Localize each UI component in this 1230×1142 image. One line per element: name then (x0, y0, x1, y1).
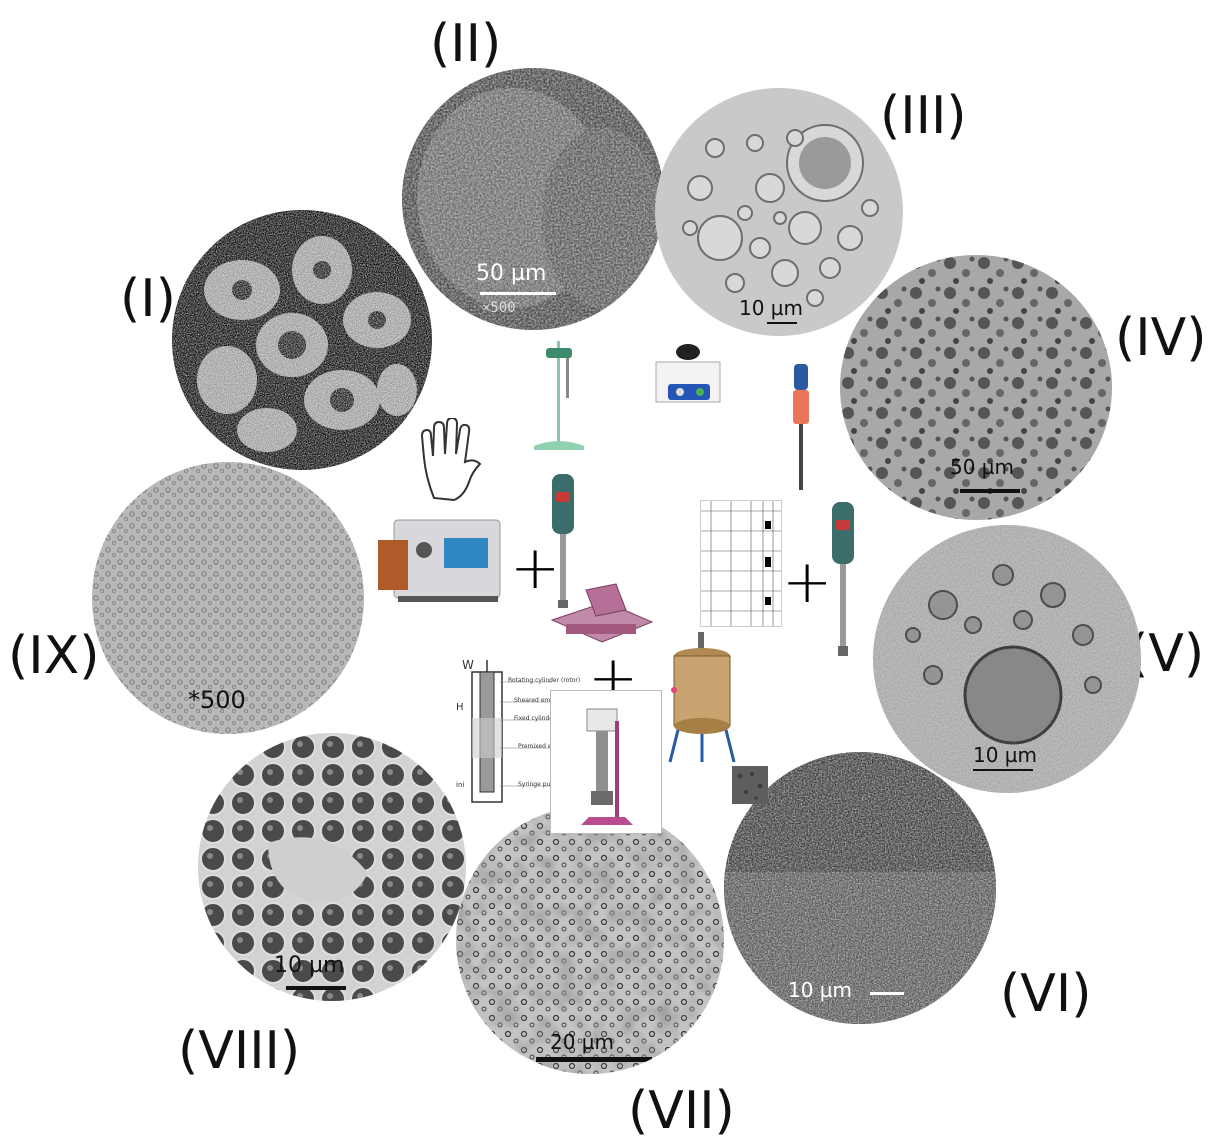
handheld-homogenizer-left-icon (546, 472, 580, 612)
hand-shaking-icon (414, 418, 494, 504)
scale-label-II: 50 µm (476, 261, 547, 286)
couette-cell-schematic (452, 658, 552, 818)
scale-label-VIII: 10 µm (274, 953, 345, 978)
micrograph-texture-IX (92, 462, 364, 734)
colloid-mill-icon (550, 690, 662, 834)
scale-label-VII: 20 µm (550, 1030, 615, 1054)
micrograph-panel-VII: 20 µm (456, 806, 724, 1074)
scale-bar-VII (536, 1057, 652, 1062)
micrograph-panel-VIII: 10 µm (198, 733, 466, 1001)
micrograph-texture-IV (840, 255, 1112, 520)
plus-sign-left: + (510, 533, 561, 603)
micrograph-texture-VII (456, 806, 724, 1074)
scale-label-IV: 50 µm (950, 455, 1015, 479)
scale-bar-VIII (286, 986, 346, 990)
micrograph-panel-IV: 50 µm (840, 255, 1112, 520)
couette-label-sheared: Sheared emulsion (514, 697, 568, 704)
label-panel-IV: (IV) (1115, 308, 1207, 368)
scale-label-IX: *500 (188, 686, 246, 714)
vortex-mixer-icon (650, 340, 725, 412)
plus-sign-right: + (782, 547, 833, 617)
couette-label-rotor: Rotating cylinder (rotor) (508, 677, 581, 684)
label-panel-VII: (VII) (628, 1081, 735, 1141)
micrograph-panel-III: 10 µm (655, 88, 903, 336)
scale-bar-II (480, 292, 556, 295)
stirred-tank-reactor-icon (664, 630, 740, 770)
membrane-emulsification-device-icon (546, 580, 658, 650)
reactor-inset-micrograph (732, 766, 768, 804)
scale-label-VI: 10 µm (788, 978, 853, 1002)
micrograph-panel-V: 10 µm (873, 525, 1141, 793)
probe-sonicator-icon (786, 362, 816, 492)
couette-label-stator: Fixed cylinder (stator) (514, 715, 580, 722)
couette-label-ini: ini (456, 781, 465, 789)
scale-bar-IV (960, 489, 1020, 493)
scale-bar-V (973, 769, 1033, 771)
couette-label-h: H (456, 702, 464, 713)
micrograph-panel-VI: 10 µm (724, 752, 996, 1024)
couette-label-premixed: Premixed emulsion (518, 743, 576, 750)
label-panel-III: (III) (880, 86, 967, 146)
couette-label-syringe: Syringe pump (518, 781, 560, 788)
scale-bar-III (767, 322, 797, 324)
couette-label-w: W (462, 658, 474, 672)
process-table-image (700, 500, 782, 627)
overhead-stirrer-icon (524, 336, 594, 456)
label-panel-VIII: (VIII) (178, 1021, 301, 1081)
handheld-homogenizer-right-icon (826, 500, 860, 658)
micrograph-texture-VIII (198, 733, 466, 1001)
scale-label-III: 10 µm (739, 296, 804, 320)
label-panel-I: (I) (120, 269, 176, 329)
label-panel-II: (II) (430, 14, 502, 74)
micrograph-texture-V (873, 525, 1141, 793)
micrograph-texture-I (172, 210, 432, 470)
micrograph-panel-II: 50 µm ×500 (402, 68, 664, 330)
magnification-label-II: ×500 (482, 300, 516, 316)
micrograph-texture-III (682, 124, 879, 307)
micrograph-panel-I (172, 210, 432, 470)
high-pressure-homogenizer-icon (374, 510, 506, 605)
scale-bar-VI (870, 992, 904, 995)
micrograph-panel-IX: *500 (92, 462, 364, 734)
label-panel-IX: (IX) (8, 626, 100, 686)
micrograph-texture-II (402, 68, 664, 330)
label-panel-VI: (VI) (1000, 964, 1092, 1024)
micrograph-texture-VI (724, 752, 996, 1024)
